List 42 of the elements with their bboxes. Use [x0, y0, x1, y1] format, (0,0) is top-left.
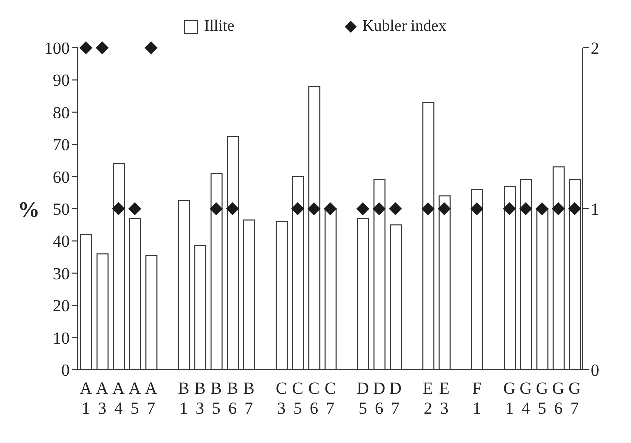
y2-tick-label: 2: [591, 39, 600, 58]
y-tick-label: 20: [53, 296, 70, 316]
x-tick-label: A 3: [96, 379, 110, 418]
x-tick-label: C 3: [276, 379, 288, 418]
y-tick-label: 70: [53, 136, 70, 155]
y-tick-label: 40: [53, 232, 70, 252]
x-tick-label: B 5: [210, 379, 222, 418]
y-tick-label: 80: [53, 103, 70, 122]
x-tick-label: A 7: [145, 379, 158, 418]
legend-label: Kubler index: [362, 18, 447, 36]
x-tick-label: G 7: [568, 379, 581, 418]
x-tick-label: A 4: [112, 379, 126, 418]
x-tick-label: B 6: [227, 379, 238, 418]
x-tick-label: E 3: [439, 379, 450, 418]
x-tick-label: D 6: [373, 379, 386, 418]
y-tick-label: 90: [53, 71, 70, 90]
x-tick-label: D 7: [390, 379, 402, 418]
x-tick-label: G 1: [504, 379, 516, 418]
y-tick-label: 0: [62, 361, 70, 380]
y-tick-label: 10: [53, 328, 70, 348]
y-tick-label: 60: [53, 168, 70, 187]
y-tick-label: 100: [44, 39, 70, 58]
y2-tick-label: 1: [591, 200, 600, 220]
x-tick-label: G 6: [552, 379, 565, 418]
x-tick-label: E 2: [423, 379, 434, 418]
x-tick-label: B 1: [178, 379, 190, 418]
x-tick-label: A 1: [80, 379, 94, 418]
x-tick-label: D 5: [356, 379, 370, 418]
x-tick-label: F 1: [472, 379, 482, 418]
y-tick-label: 50: [53, 200, 70, 220]
y-axis-title: %: [18, 196, 40, 222]
y2-tick-label: 0: [591, 361, 600, 380]
x-tick-label: B 7: [243, 379, 255, 418]
x-tick-label: G 4: [520, 379, 532, 418]
legend-label: Illite: [203, 18, 235, 36]
x-tick-label: C 7: [324, 379, 336, 418]
x-tick-label: G 5: [536, 379, 548, 418]
x-tick-label: A 5: [128, 379, 142, 418]
x-tick-label: C 5: [292, 379, 304, 418]
x-tick-label: C 6: [308, 379, 320, 418]
y-tick-label: 30: [53, 264, 70, 284]
x-tick-label: B 3: [194, 379, 206, 418]
